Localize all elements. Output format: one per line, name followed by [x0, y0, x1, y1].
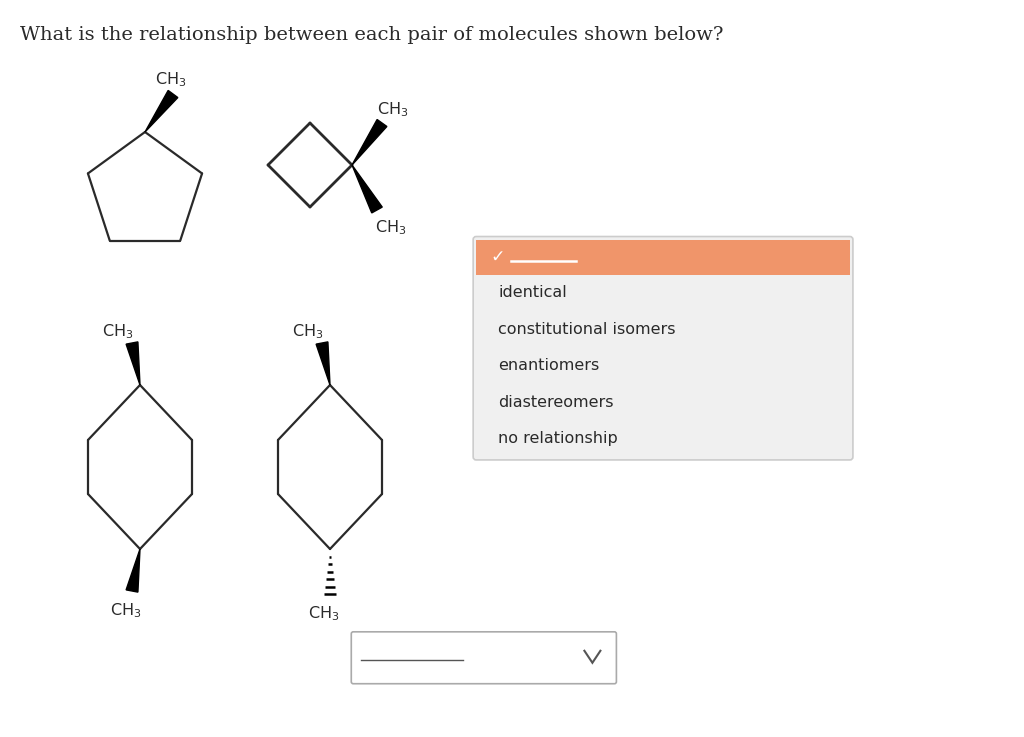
- Text: What is the relationship between each pair of molecules shown below?: What is the relationship between each pa…: [20, 26, 724, 43]
- Polygon shape: [352, 119, 387, 165]
- Polygon shape: [316, 342, 330, 385]
- Polygon shape: [145, 91, 178, 132]
- Text: CH$_3$: CH$_3$: [102, 322, 133, 341]
- Text: CH$_3$: CH$_3$: [110, 601, 141, 620]
- Polygon shape: [352, 165, 382, 213]
- Text: CH$_3$: CH$_3$: [377, 100, 409, 119]
- Bar: [476, 240, 850, 275]
- Text: identical: identical: [498, 285, 567, 300]
- Text: enantiomers: enantiomers: [498, 358, 599, 373]
- FancyBboxPatch shape: [473, 237, 853, 460]
- Text: ✓: ✓: [490, 248, 505, 266]
- Text: CH$_3$: CH$_3$: [155, 70, 186, 89]
- Text: CH$_3$: CH$_3$: [292, 322, 324, 341]
- Polygon shape: [126, 342, 140, 385]
- Text: diastereomers: diastereomers: [498, 395, 613, 410]
- Text: constitutional isomers: constitutional isomers: [498, 322, 676, 337]
- Text: no relationship: no relationship: [498, 431, 617, 446]
- Text: CH$_3$: CH$_3$: [375, 218, 407, 237]
- Polygon shape: [126, 549, 140, 592]
- FancyBboxPatch shape: [351, 632, 616, 684]
- Text: CH$_3$: CH$_3$: [308, 604, 340, 623]
